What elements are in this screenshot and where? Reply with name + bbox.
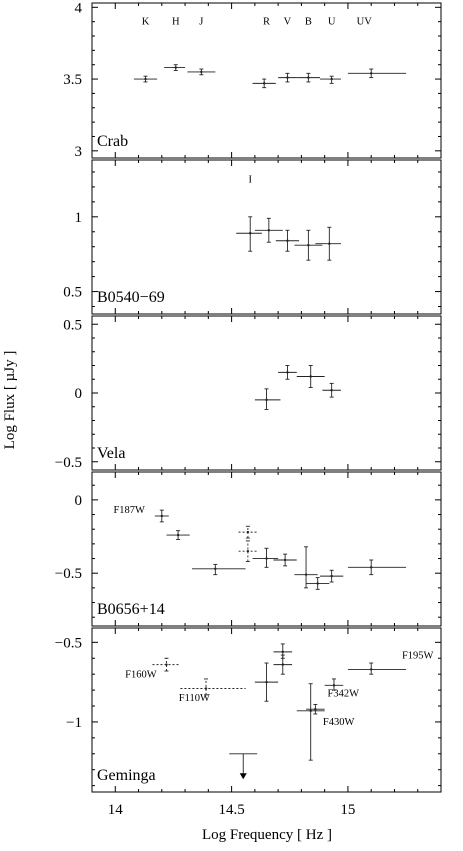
data-point [306, 577, 330, 590]
down-arrow-icon [239, 773, 247, 780]
band-label: J [199, 17, 203, 28]
x-tick-label: 14 [108, 802, 124, 818]
panel-3: −0.5 0 B0656+14 F187W [55, 471, 442, 627]
band-label: V [284, 17, 292, 28]
band-label: K [142, 17, 150, 28]
band-label: F110W [179, 693, 210, 704]
data-point [306, 703, 325, 715]
band-label: R [263, 17, 270, 28]
data-point [315, 226, 341, 261]
y-tick-label: 3 [75, 144, 83, 160]
data-point [154, 509, 169, 523]
data-point [133, 75, 158, 83]
data-point [254, 388, 281, 410]
data-point [238, 540, 258, 562]
data-point [278, 365, 297, 380]
y-tick-label: 3.5 [63, 72, 82, 88]
y-tick-label: 4 [75, 0, 83, 16]
x-tick-label: 15 [340, 802, 355, 818]
data-point [347, 662, 407, 675]
band-label: F195W [402, 650, 434, 661]
y-tick-label: 0.5 [63, 317, 82, 333]
data-point [273, 654, 293, 675]
y-tick-label: −1 [66, 715, 82, 731]
data-point [152, 657, 181, 672]
panel-frame [91, 627, 442, 793]
upper-limit-marker [229, 753, 258, 780]
panel-0: 3 3.5 4 Crab K H J R V B U UV [63, 0, 442, 160]
panel-label: B0540−69 [97, 289, 165, 306]
data-point [238, 525, 258, 539]
data-point [322, 382, 341, 398]
y-tick-label: −0.5 [55, 635, 82, 651]
y-axis-label: Log Flux [ µJy ] [2, 351, 18, 450]
data-point [347, 559, 407, 576]
data-point [320, 75, 341, 84]
panel-2: −0.5 0 0.5 Vela [55, 315, 442, 471]
panel-frame [91, 159, 442, 315]
data-point [294, 546, 318, 589]
panel-4: −1 −0.5 14 14.5 15 Geminga F160W F110W F342W F195… [55, 627, 442, 818]
band-label: UV [357, 17, 373, 28]
panel-label: Crab [97, 133, 128, 150]
x-tick-label: 14.5 [218, 802, 244, 818]
y-tick-label: −0.5 [55, 566, 82, 582]
x-axis-label: Log Frequency [ Hz ] [202, 827, 332, 843]
panel-frame [91, 2, 442, 159]
data-point [254, 217, 283, 243]
y-tick-label: 0 [75, 386, 83, 402]
y-tick-label: 1 [75, 210, 83, 226]
band-label: I [248, 174, 252, 185]
data-point [296, 365, 325, 388]
data-point [252, 547, 279, 568]
panel-1: 0.5 1 B0540−69 I [63, 159, 442, 315]
data-point [166, 530, 190, 540]
data-point [275, 229, 300, 252]
band-label: H [172, 17, 180, 28]
panel-frame [91, 471, 442, 627]
y-tick-label: 0.5 [63, 285, 82, 301]
band-label: U [328, 17, 336, 28]
data-point [252, 78, 276, 89]
y-tick-label: −0.5 [55, 455, 82, 471]
data-point [294, 229, 323, 261]
data-point [192, 563, 246, 576]
band-label: F160W [125, 669, 157, 680]
band-label: F342W [328, 688, 360, 699]
data-point [236, 216, 262, 252]
panel-label: Geminga [97, 767, 156, 784]
band-label: F187W [113, 505, 145, 516]
data-point [296, 72, 321, 83]
band-label: B [305, 17, 312, 28]
data-point [164, 64, 186, 71]
data-point [180, 678, 246, 696]
data-point [347, 68, 407, 79]
data-point [273, 553, 297, 567]
data-point [320, 569, 344, 583]
panel-label: Vela [97, 445, 125, 462]
data-point [254, 662, 279, 702]
data-point [278, 72, 297, 83]
y-tick-label: 0 [75, 493, 83, 509]
panel-label: B0656+14 [97, 601, 165, 618]
data-point [296, 683, 325, 761]
band-label: F430W [323, 717, 355, 728]
data-point [187, 68, 216, 76]
data-point [324, 678, 344, 691]
